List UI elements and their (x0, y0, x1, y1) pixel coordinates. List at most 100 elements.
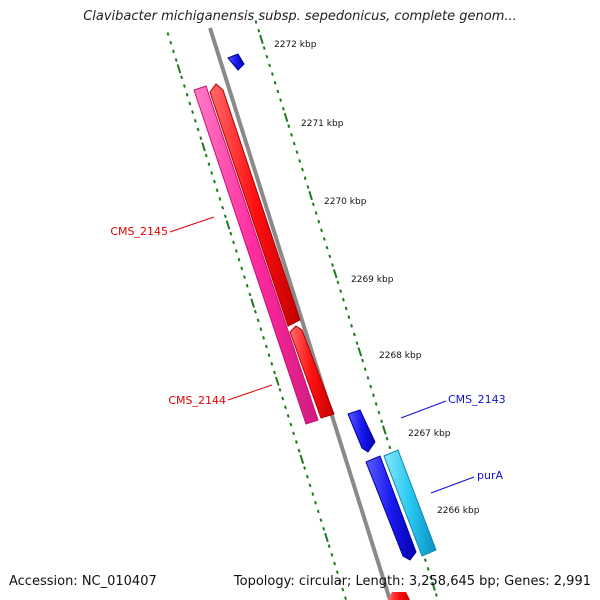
minor-tick (234, 249, 238, 253)
minor-tick (264, 344, 268, 349)
minor-tick (369, 384, 373, 389)
gene-cms-2145[interactable] (193, 85, 319, 425)
minor-tick (262, 335, 266, 340)
minor-tick (210, 171, 214, 175)
minor-tick (262, 46, 266, 50)
gene-cms-2143[interactable] (347, 409, 376, 453)
minor-tick (372, 393, 375, 398)
gene-blue-lower[interactable] (365, 455, 417, 561)
minor-tick (259, 327, 263, 332)
tick-ring-inner (166, 32, 347, 600)
minor-tick (268, 63, 272, 68)
minor-tick (294, 440, 298, 444)
minor-tick (254, 20, 258, 24)
minor-tick (218, 197, 222, 201)
minor-tick (199, 136, 203, 141)
gene-label-pura[interactable]: purA (477, 469, 503, 482)
minor-tick (270, 72, 274, 76)
minor-tick (385, 436, 389, 441)
minor-tick (301, 167, 304, 172)
minor-tick (174, 58, 178, 62)
minor-tick (237, 257, 241, 262)
major-tick (382, 425, 387, 435)
gene-cms-2144-lower[interactable] (289, 325, 335, 419)
genome-summary: Topology: circular; Length: 3,258,645 bp… (233, 574, 591, 589)
minor-tick (267, 353, 271, 357)
minor-tick (286, 414, 290, 418)
gene-bottom-red[interactable] (388, 592, 410, 600)
minor-tick (361, 358, 364, 363)
gene-pura[interactable] (383, 449, 437, 557)
minor-tick (331, 263, 334, 267)
minor-tick (207, 162, 211, 167)
gene-cms-2144-upper[interactable] (209, 83, 301, 327)
minor-tick (253, 309, 257, 314)
minor-tick (366, 376, 370, 380)
minor-tick (182, 84, 186, 88)
minor-tick (240, 266, 244, 271)
minor-tick (344, 306, 348, 311)
scale-label: 2268 kbp (379, 351, 422, 361)
minor-tick (185, 92, 189, 97)
major-tick (259, 34, 264, 44)
minor-tick (188, 101, 192, 106)
minor-tick (355, 341, 359, 345)
minor-tick (303, 466, 307, 470)
minor-tick (305, 474, 309, 479)
major-tick (332, 269, 338, 279)
scale-label: 2272 kbp (274, 40, 317, 50)
minor-tick (333, 561, 337, 566)
minor-tick (322, 237, 326, 241)
minor-tick (377, 410, 381, 415)
minor-tick (363, 367, 367, 371)
major-tick (283, 112, 289, 123)
minor-tick (232, 240, 235, 245)
minor-tick (330, 552, 334, 557)
minor-tick (273, 80, 277, 85)
minor-tick (341, 587, 345, 592)
gene-label-cms-2144[interactable]: CMS_2144 (168, 394, 226, 407)
minor-tick (265, 54, 269, 59)
minor-tick (193, 118, 197, 123)
gene-label-cms-2145[interactable]: CMS_2145 (110, 225, 168, 238)
minor-tick (273, 370, 276, 375)
minor-tick (245, 283, 249, 288)
callout-cms-2144 (227, 384, 273, 401)
genome-title: Clavibacter michiganensis subsp. sepedon… (83, 9, 517, 24)
scale-label: 2270 kbp (324, 197, 367, 207)
major-tick (308, 191, 313, 201)
minor-tick (380, 419, 384, 424)
minor-tick (426, 566, 430, 571)
minor-tick (316, 509, 320, 514)
minor-tick (248, 292, 252, 297)
minor-tick (325, 245, 329, 250)
gene-small-top[interactable] (227, 53, 245, 71)
minor-tick (284, 405, 287, 410)
minor-tick (314, 500, 317, 505)
gene-label-cms-2143[interactable]: CMS_2143 (448, 393, 506, 406)
minor-tick (338, 578, 342, 583)
minor-tick (314, 211, 318, 215)
major-tick (431, 581, 436, 591)
minor-tick (276, 89, 280, 94)
minor-tick (256, 318, 260, 323)
minor-tick (308, 483, 312, 488)
minor-tick (281, 106, 285, 111)
scale-label: 2269 kbp (351, 275, 394, 285)
minor-tick (191, 110, 195, 114)
minor-tick (257, 28, 261, 33)
minor-tick (335, 570, 339, 574)
minor-tick (290, 132, 293, 137)
minor-tick (292, 431, 296, 436)
minor-tick (279, 98, 283, 102)
genome-backbone (208, 27, 392, 600)
minor-tick (311, 492, 315, 496)
minor-tick (317, 219, 321, 224)
callout-cms-2143 (400, 400, 447, 419)
minor-tick (295, 150, 299, 155)
minor-tick (341, 297, 345, 302)
minor-tick (347, 315, 351, 320)
minor-tick (297, 448, 301, 453)
